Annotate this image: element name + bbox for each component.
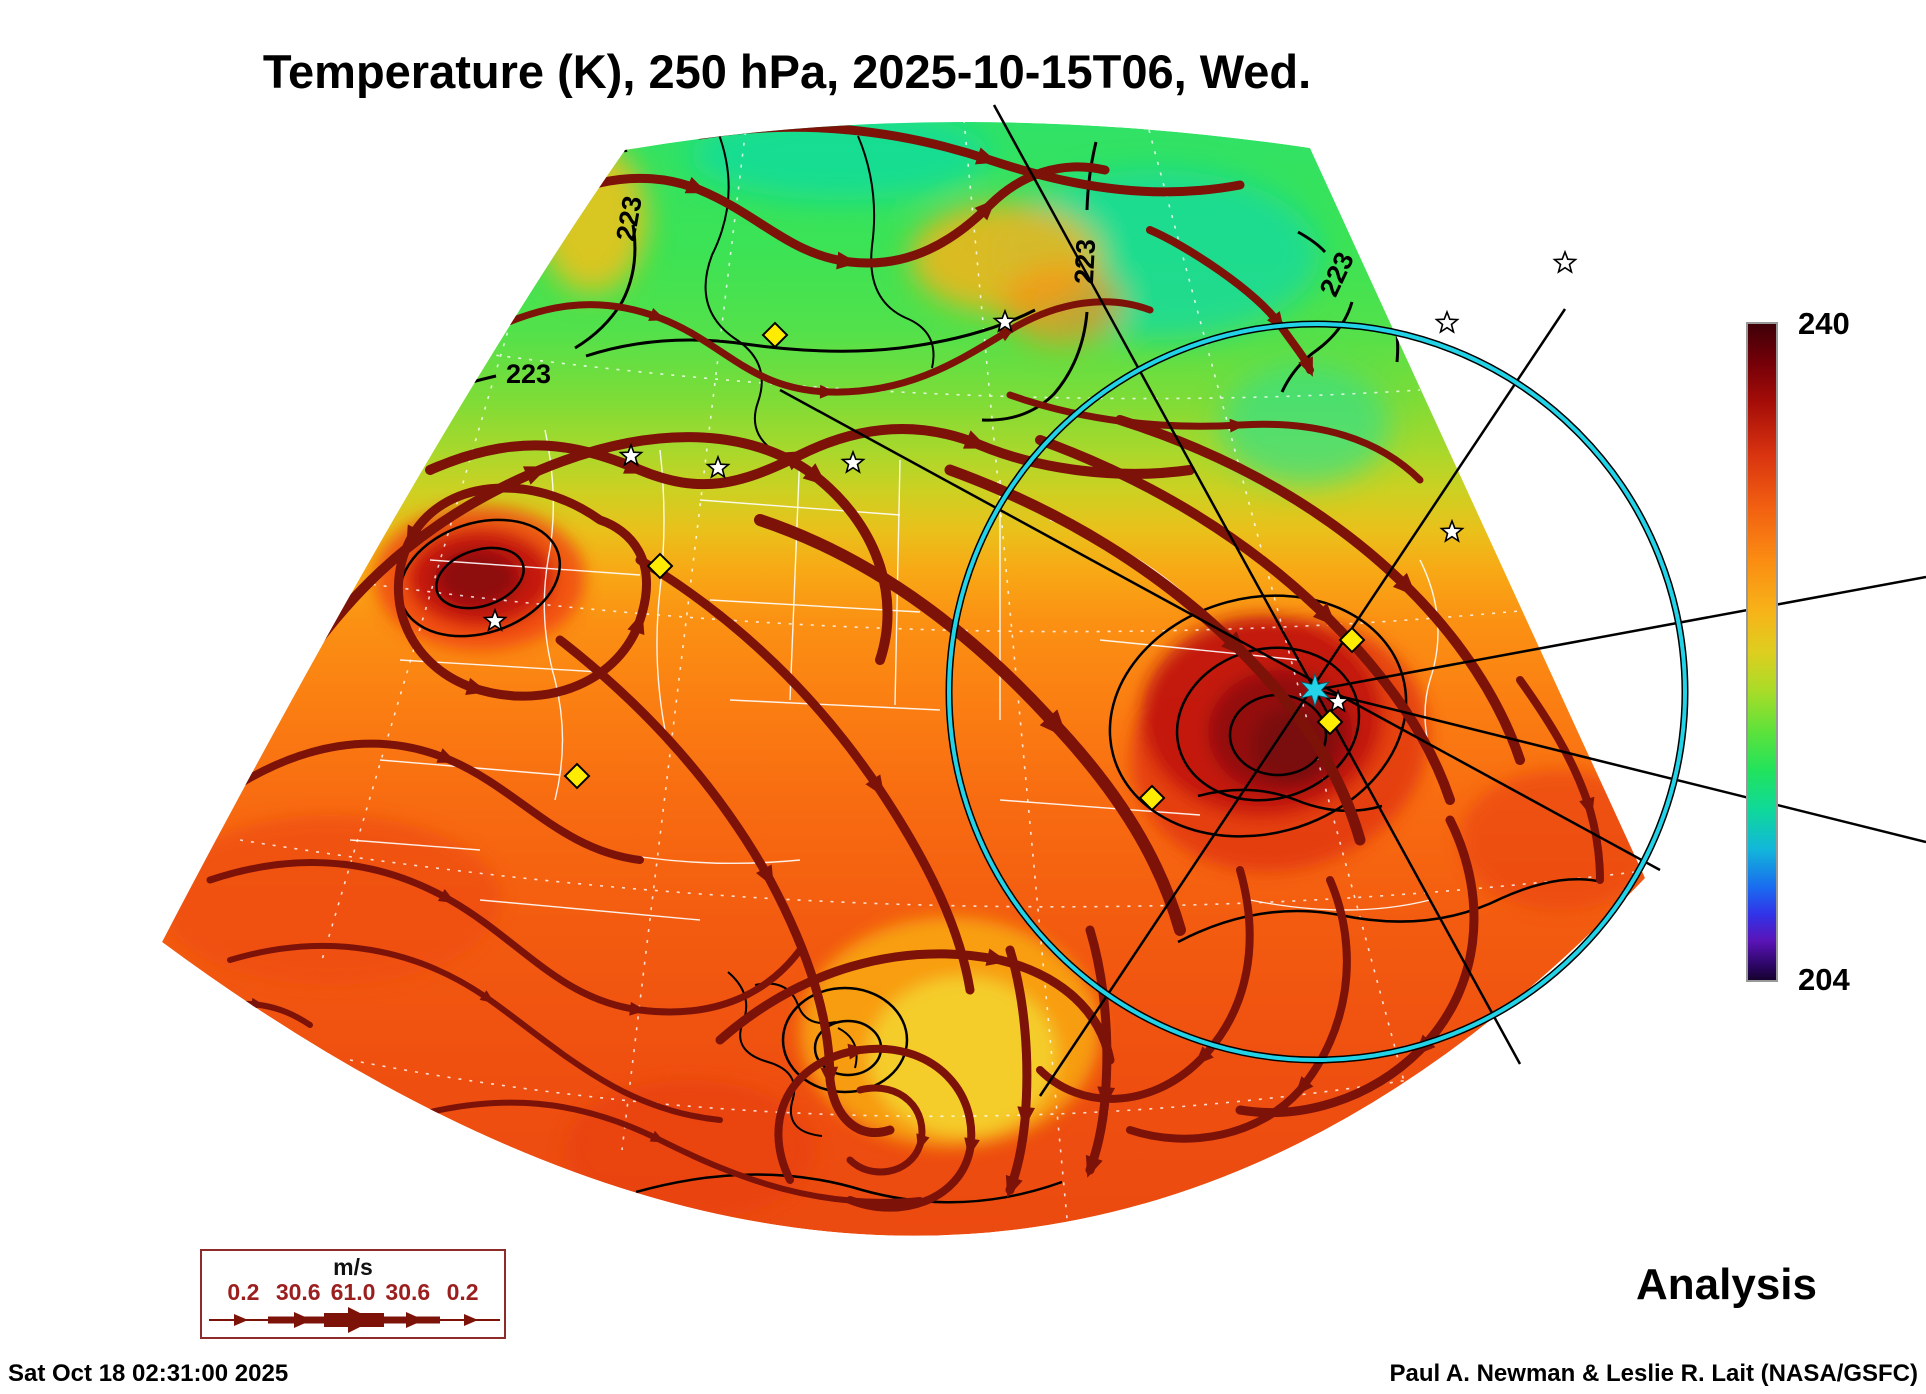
- colorbar: [1746, 322, 1778, 982]
- wind-legend-unit: m/s: [333, 1254, 373, 1280]
- contour-label: 223: [1069, 238, 1101, 285]
- star-marker: [1553, 251, 1577, 273]
- wind-legend-value: 0.2: [227, 1279, 260, 1305]
- generation-timestamp: Sat Oct 18 02:31:00 2025: [8, 1360, 289, 1387]
- colorbar-min-label: 204: [1798, 962, 1850, 997]
- wind-legend-value: 30.6: [385, 1279, 431, 1305]
- wind-streamlines: [192, 122, 1604, 1212]
- wind-legend-value: 30.6: [275, 1279, 321, 1305]
- credit-line: Paul A. Newman & Leslie R. Lait (NASA/GS…: [1389, 1360, 1918, 1387]
- contour-label: 223: [506, 359, 551, 389]
- wind-legend-values: 0.2 30.6 61.0 30.6 0.2: [202, 1279, 504, 1306]
- range-ring: [945, 320, 1689, 1064]
- azimuth-lines: [779, 104, 1926, 1097]
- temperature-field: 223 223 223 223: [162, 121, 1645, 1236]
- wind-legend-value: 0.2: [446, 1279, 479, 1305]
- wind-speed-legend: m/s 0.2 30.6 61.0 30.6 0.2: [200, 1249, 506, 1339]
- wind-scale-arrow: [209, 1307, 500, 1333]
- station-marker: [1299, 672, 1331, 708]
- product-type-label: Analysis: [1636, 1260, 1817, 1309]
- colorbar-max-label: 240: [1798, 306, 1850, 341]
- wind-legend-value: 61.0: [330, 1279, 376, 1305]
- page-title: Temperature (K), 250 hPa, 2025-10-15T06,…: [262, 45, 1312, 98]
- star-marker: [1435, 311, 1459, 333]
